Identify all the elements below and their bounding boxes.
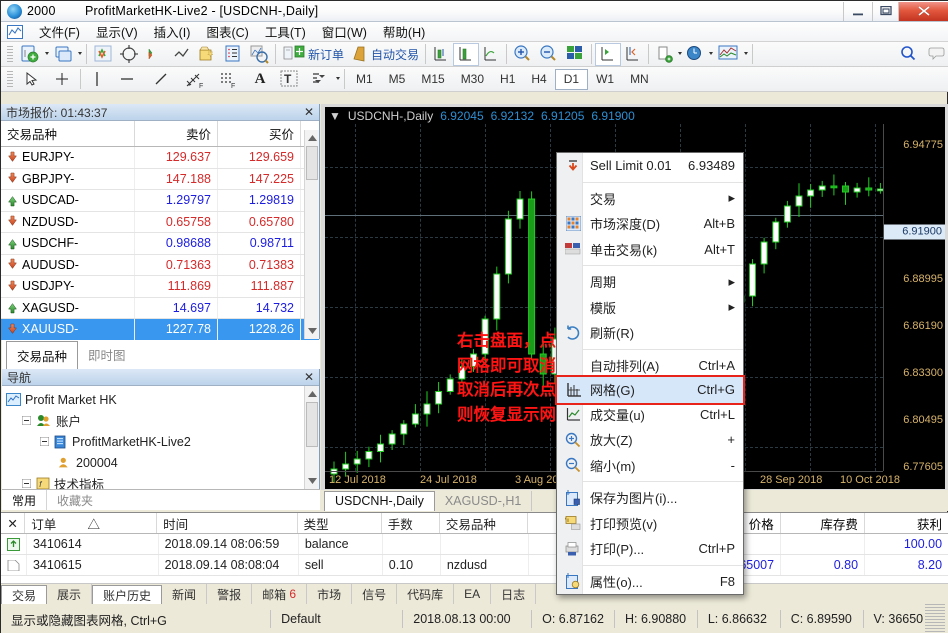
svg-text:F: F [199, 83, 203, 89]
svg-text:F: F [231, 83, 235, 89]
svg-text:T: T [284, 72, 292, 86]
